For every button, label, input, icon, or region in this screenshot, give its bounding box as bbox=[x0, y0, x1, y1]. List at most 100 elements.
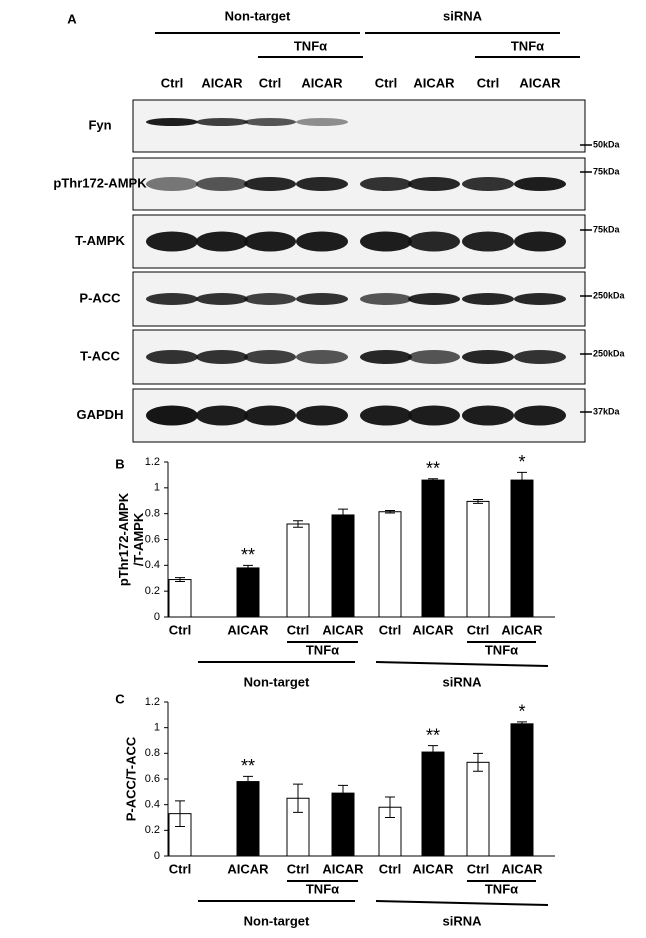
lane-label: Ctrl bbox=[161, 75, 183, 90]
y-tick-label: 0.8 bbox=[145, 747, 160, 759]
error-bar bbox=[385, 796, 395, 818]
blot-band bbox=[360, 350, 412, 364]
y-axis-label: P-ACC/T-ACC bbox=[123, 736, 138, 821]
x-tick-label: Ctrl bbox=[169, 622, 191, 637]
y-tick-label: 0.6 bbox=[145, 533, 160, 545]
blot-band bbox=[146, 350, 198, 364]
blot-band bbox=[196, 231, 248, 252]
row-label: Fyn bbox=[88, 117, 111, 132]
lane-label: AICAR bbox=[519, 75, 561, 90]
x-tick-label: AICAR bbox=[412, 622, 454, 637]
error-bar bbox=[473, 752, 483, 772]
blot-band bbox=[196, 405, 248, 426]
error-bar bbox=[338, 784, 348, 802]
x-tick-label: AICAR bbox=[322, 622, 364, 637]
y-tick-label: 0.4 bbox=[145, 559, 160, 571]
error-bar bbox=[243, 775, 253, 788]
blot-band bbox=[244, 405, 296, 426]
error-bar bbox=[338, 508, 348, 522]
y-tick-label: 0.2 bbox=[145, 824, 160, 836]
subgroup-label: TNFα bbox=[485, 881, 518, 896]
blot-box bbox=[132, 99, 586, 153]
x-tick-label: Ctrl bbox=[379, 861, 401, 876]
row-label: pThr172-AMPK bbox=[53, 175, 147, 190]
row-label: P-ACC bbox=[79, 290, 121, 305]
row-label: T-ACC bbox=[80, 348, 120, 363]
significance: ** bbox=[426, 459, 440, 479]
lane-label: Ctrl bbox=[477, 75, 499, 90]
blot-band bbox=[244, 118, 296, 126]
error-bar bbox=[243, 564, 253, 571]
blot-band bbox=[146, 118, 198, 126]
y-tick-label: 0.8 bbox=[145, 508, 160, 520]
bar bbox=[378, 511, 402, 618]
blot-band bbox=[360, 405, 412, 426]
panel-label: C bbox=[115, 691, 125, 706]
x-tick-label: Ctrl bbox=[467, 861, 489, 876]
panel-label: B bbox=[115, 456, 124, 471]
marker-label: 75kDa bbox=[593, 166, 621, 176]
bar bbox=[510, 723, 534, 857]
group-label: Non-target bbox=[244, 674, 310, 689]
error-bar bbox=[517, 471, 527, 489]
blot-band bbox=[244, 350, 296, 364]
significance: ** bbox=[241, 545, 255, 565]
blot-band bbox=[360, 177, 412, 191]
significance: * bbox=[518, 452, 525, 472]
blot-band bbox=[296, 177, 348, 191]
error-bar bbox=[175, 577, 185, 582]
blot-band bbox=[408, 405, 460, 426]
bar bbox=[168, 579, 192, 618]
bar bbox=[286, 523, 310, 618]
row-label: GAPDH bbox=[77, 407, 124, 422]
y-axis-label: pThr172-AMPK bbox=[116, 492, 131, 586]
blot-band bbox=[244, 177, 296, 191]
y-tick-label: 0 bbox=[154, 850, 160, 862]
blot-band bbox=[146, 405, 198, 426]
blot-band bbox=[462, 350, 514, 364]
blot-band bbox=[462, 177, 514, 191]
bar bbox=[510, 479, 534, 618]
blot-band bbox=[296, 118, 348, 126]
blot-band bbox=[296, 293, 348, 305]
subgroup-label: TNFα bbox=[511, 38, 544, 53]
subgroup-label: TNFα bbox=[294, 38, 327, 53]
group-label: siRNA bbox=[442, 674, 482, 689]
x-tick-label: AICAR bbox=[227, 622, 269, 637]
group-label: siRNA bbox=[442, 913, 482, 928]
error-bar bbox=[293, 520, 303, 528]
bar bbox=[236, 781, 260, 857]
blot-band bbox=[462, 405, 514, 426]
group-label: Non-target bbox=[225, 8, 291, 23]
x-tick-label: AICAR bbox=[322, 861, 364, 876]
group-label: Non-target bbox=[244, 913, 310, 928]
y-tick-label: 1.2 bbox=[145, 696, 160, 708]
lane-label: AICAR bbox=[201, 75, 243, 90]
y-tick-label: 0.6 bbox=[145, 773, 160, 785]
error-bar bbox=[517, 721, 527, 727]
blot-band bbox=[296, 405, 348, 426]
lane-label: Ctrl bbox=[259, 75, 281, 90]
marker-label: 250kDa bbox=[593, 290, 626, 300]
blot-band bbox=[196, 118, 248, 126]
subgroup-label: TNFα bbox=[485, 642, 518, 657]
x-tick-label: AICAR bbox=[501, 861, 543, 876]
blot-band bbox=[408, 177, 460, 191]
x-tick-label: Ctrl bbox=[379, 622, 401, 637]
y-tick-label: 1 bbox=[154, 722, 160, 734]
panel-label: A bbox=[67, 11, 77, 26]
blot-band bbox=[514, 231, 566, 252]
blot-band bbox=[196, 177, 248, 191]
error-bar bbox=[385, 509, 395, 514]
x-tick-label: Ctrl bbox=[169, 861, 191, 876]
y-tick-label: 0 bbox=[154, 611, 160, 623]
blot-band bbox=[514, 293, 566, 305]
marker-label: 250kDa bbox=[593, 348, 626, 358]
blot-band bbox=[408, 350, 460, 364]
blot-band bbox=[296, 231, 348, 252]
bar bbox=[421, 751, 445, 857]
error-bar bbox=[473, 498, 483, 504]
bar bbox=[421, 479, 445, 618]
y-axis-label: /T-AMPK bbox=[131, 512, 146, 566]
